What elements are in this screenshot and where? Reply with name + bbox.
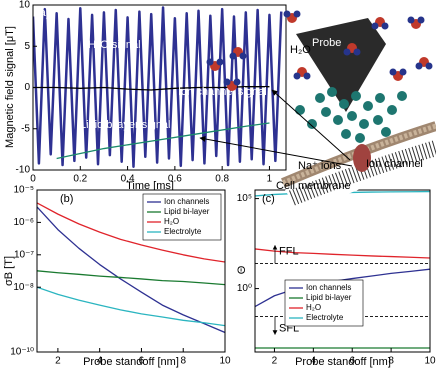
arrow bbox=[199, 136, 353, 167]
y-tick-label: 10⁻⁷ bbox=[14, 249, 34, 260]
x-tick-label: 6 bbox=[349, 356, 355, 367]
legend-label: Electrolyte bbox=[306, 313, 344, 322]
legend-label: Lipid bi-layer bbox=[164, 207, 210, 216]
x-tick-label: 10 bbox=[219, 356, 231, 367]
y-axis-label: σB [T] bbox=[3, 256, 15, 286]
y-tick-label: 5 bbox=[24, 41, 30, 52]
plot-frame bbox=[36, 189, 226, 353]
x-tick-label: 0.2 bbox=[73, 174, 87, 185]
y-tick-label: 10⁻⁶ bbox=[13, 217, 34, 228]
arrow bbox=[271, 89, 351, 161]
diagram: Probe H₂O Na⁺ ions Ion channel Cell memb… bbox=[199, 10, 436, 214]
x-tick-label: 1 bbox=[267, 174, 273, 185]
na-ions bbox=[295, 87, 407, 143]
legend-label: Ion channels bbox=[306, 283, 351, 292]
y-axis-label: Magnetic field signal [μT] bbox=[4, 26, 16, 148]
series-line bbox=[37, 202, 225, 263]
legend-label: H₂O bbox=[306, 303, 321, 312]
y-tick-label: 10⁰ bbox=[237, 283, 252, 294]
series-line bbox=[37, 270, 225, 286]
y-axis-label: Θ bbox=[236, 265, 248, 274]
x-tick-label: 8 bbox=[388, 356, 394, 367]
panel-label: (b) bbox=[60, 193, 73, 205]
x-tick-label: 2 bbox=[272, 356, 278, 367]
y-tick-label: -10 bbox=[16, 165, 31, 176]
channel-label: Ion channel bbox=[366, 158, 423, 170]
probe-label: Probe bbox=[312, 37, 341, 49]
membrane-label: Cell membrane bbox=[276, 180, 351, 192]
threshold-label: FFL bbox=[279, 245, 299, 257]
x-tick-label: 4 bbox=[97, 356, 103, 367]
series-line bbox=[255, 248, 430, 259]
x-tick-label: 6 bbox=[139, 356, 145, 367]
probe bbox=[296, 18, 386, 112]
plot-series bbox=[37, 202, 225, 334]
legend-label: Lipid bi-layer bbox=[306, 293, 352, 302]
series-line bbox=[37, 206, 225, 334]
annotation: Lipid bilayer signal bbox=[80, 119, 171, 131]
y-tick-label: 10 bbox=[19, 0, 31, 11]
y-tick-label: -5 bbox=[21, 123, 30, 134]
series-line bbox=[33, 6, 283, 168]
y-tick-label: 10⁻⁵ bbox=[13, 185, 34, 196]
legend-label: Electrolyte bbox=[164, 227, 202, 236]
annotation: Ion channel signal bbox=[178, 86, 267, 98]
x-axis-label: Probe standoff [nm] bbox=[83, 356, 179, 368]
x-tick-label: 0.8 bbox=[215, 174, 229, 185]
annotation: H₂O signal bbox=[88, 39, 141, 51]
membrane-tails bbox=[285, 136, 436, 214]
panel-label: (c) bbox=[262, 193, 275, 205]
x-tick-label: 2 bbox=[55, 356, 61, 367]
x-tick-label: 10 bbox=[424, 356, 436, 367]
legend-label: H₂O bbox=[164, 217, 179, 226]
x-tick-label: 0 bbox=[30, 174, 36, 185]
ion-channel bbox=[353, 144, 371, 172]
x-axis-label: Time [ms] bbox=[126, 180, 174, 192]
series-line bbox=[37, 286, 225, 327]
water-molecules bbox=[206, 10, 433, 91]
legend-label: Ion channels bbox=[164, 197, 209, 206]
y-tick-label: 10⁻¹⁰ bbox=[10, 347, 34, 358]
ions-label: Na⁺ ions bbox=[298, 160, 342, 172]
panel-label: (a) bbox=[36, 7, 49, 19]
y-tick-label: 0 bbox=[24, 82, 30, 93]
x-tick-label: 0.6 bbox=[168, 174, 182, 185]
y-tick-label: 10⁻⁸ bbox=[13, 282, 34, 293]
water-label: H₂O bbox=[290, 44, 311, 56]
x-tick-label: 8 bbox=[180, 356, 186, 367]
x-axis-label: Probe standoff [nm] bbox=[295, 356, 391, 368]
x-tick-label: 4 bbox=[311, 356, 317, 367]
series-line bbox=[56, 122, 270, 160]
y-tick-label: 10⁵ bbox=[237, 193, 252, 204]
x-tick-label: 0.4 bbox=[121, 174, 135, 185]
